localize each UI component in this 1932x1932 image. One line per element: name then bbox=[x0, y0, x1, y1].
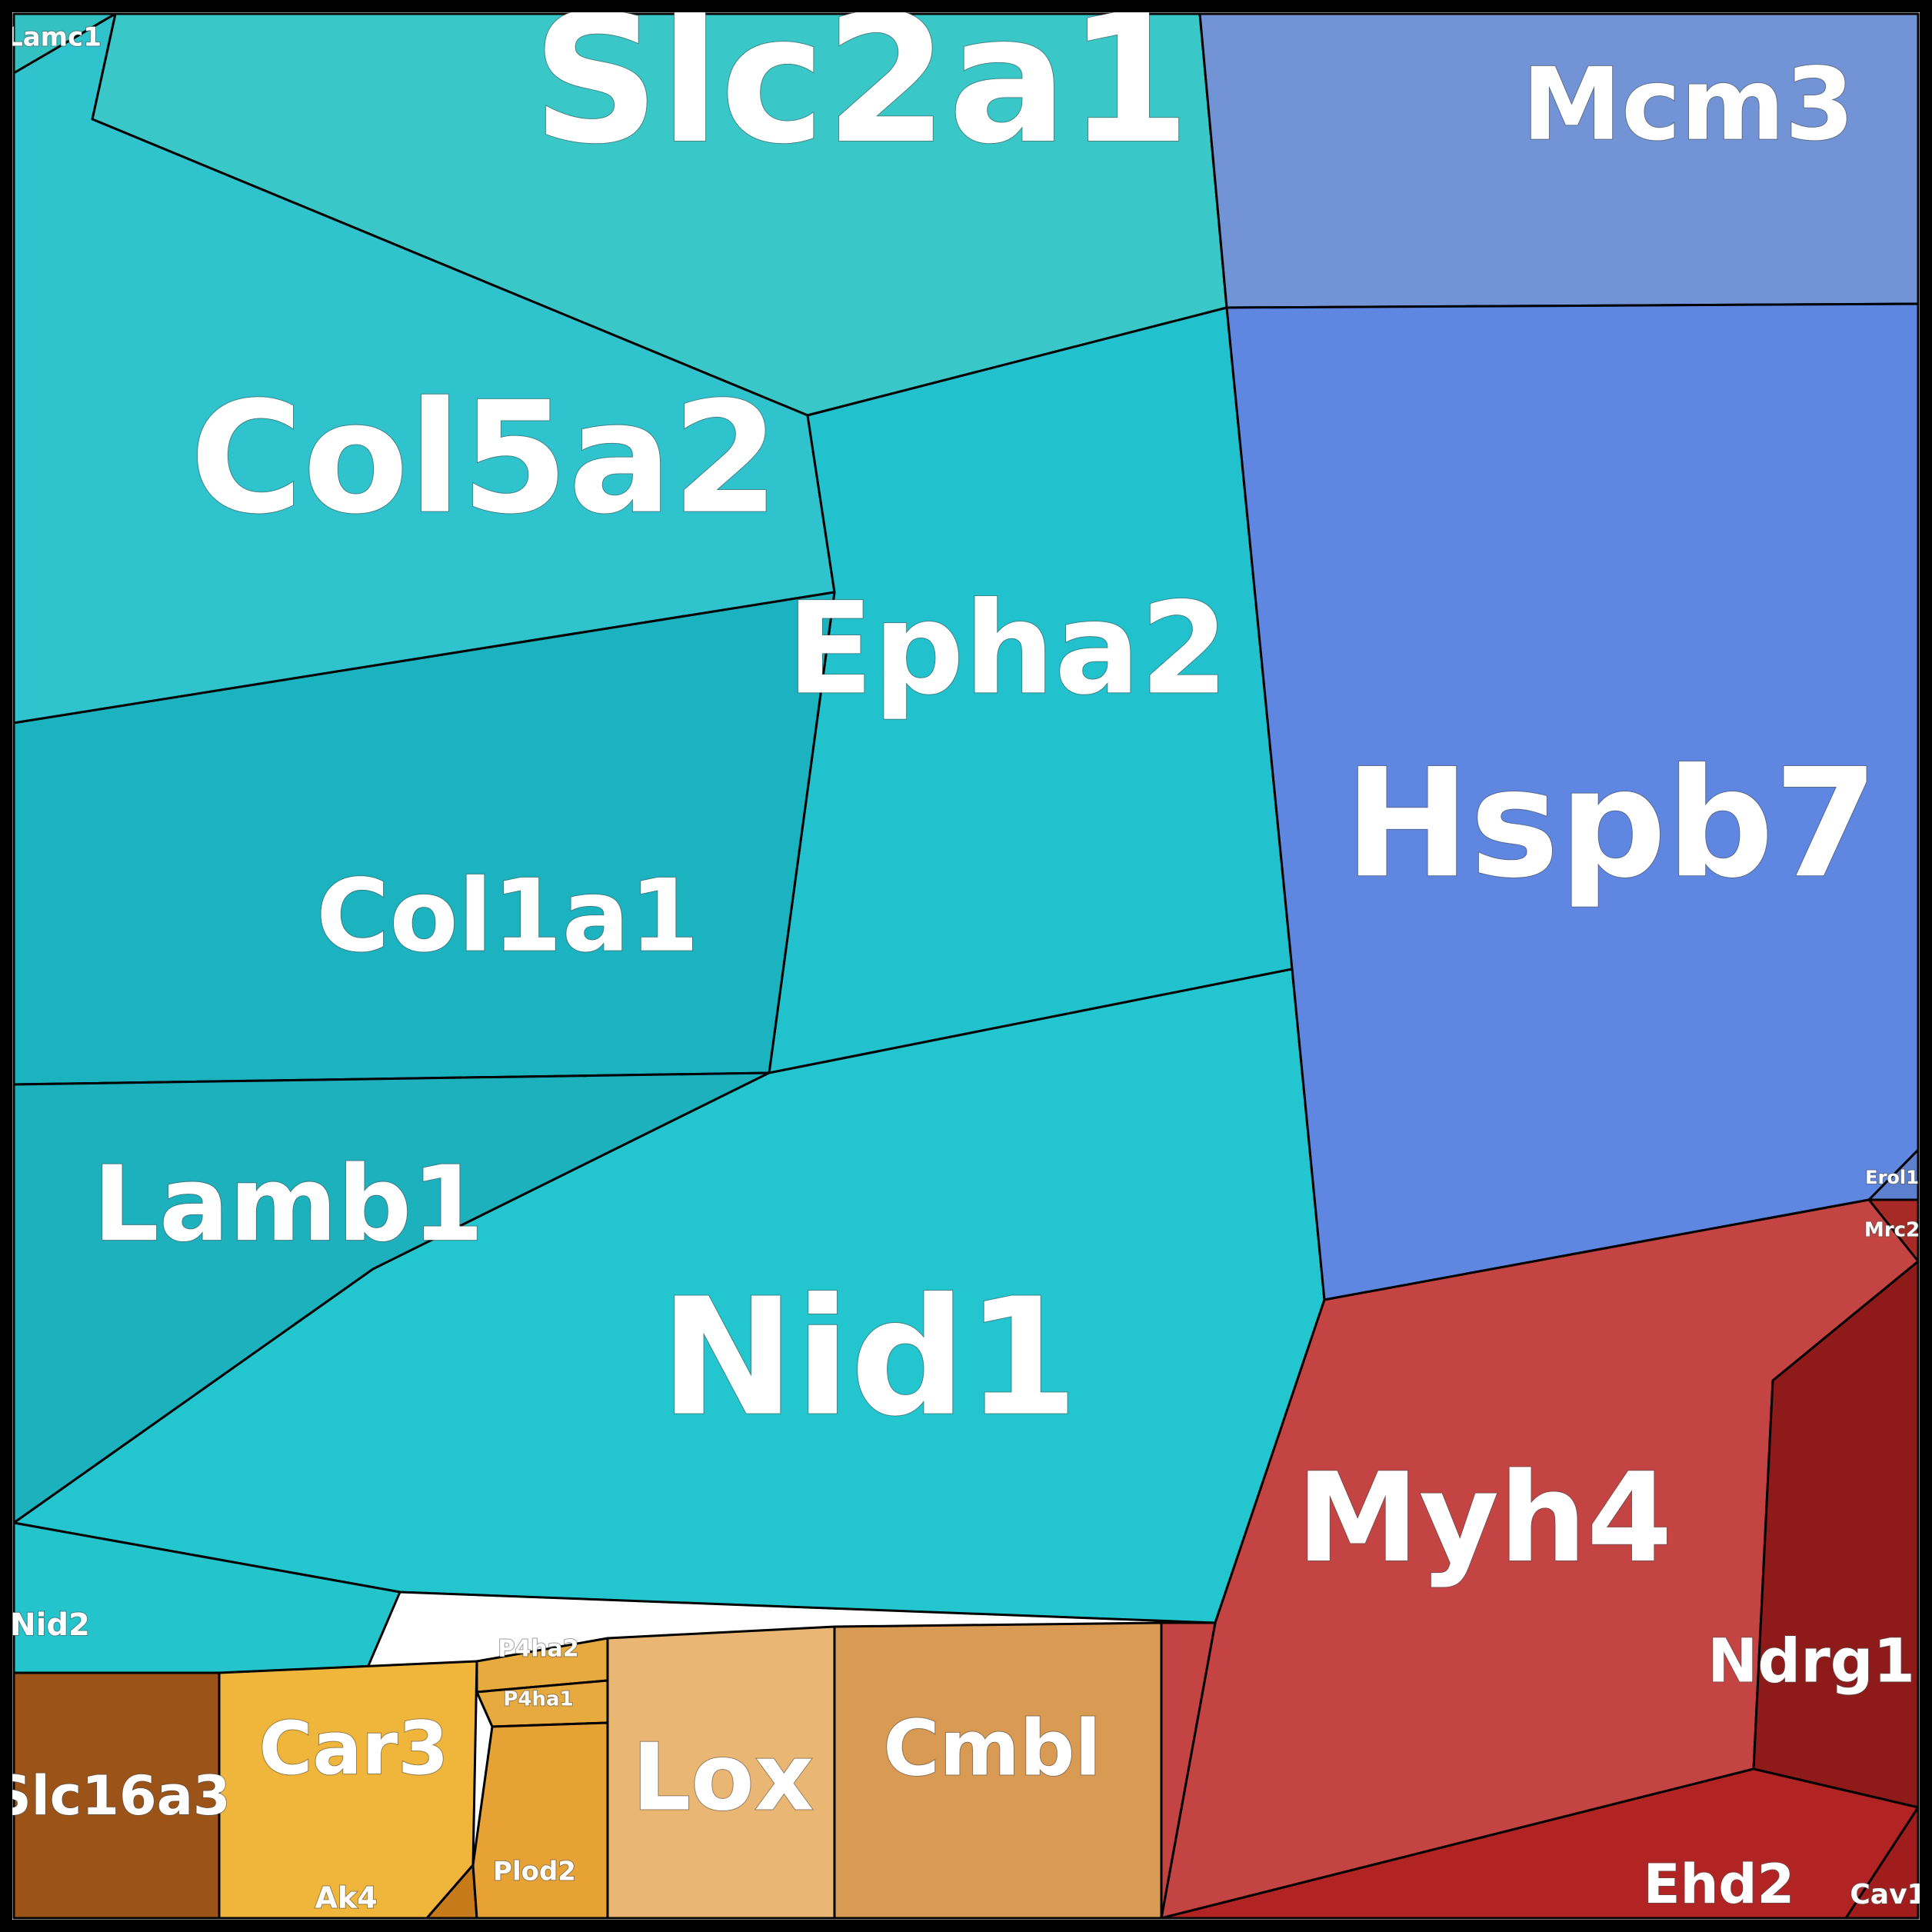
label-cmbl: Cmbl bbox=[883, 1703, 1101, 1793]
label-slc2a1: Slc2a1 bbox=[532, 0, 1191, 183]
label-nid1: Nid1 bbox=[660, 1264, 1078, 1452]
label-mcm3: Mcm3 bbox=[1522, 46, 1854, 163]
label-slc16a3: Slc16a3 bbox=[0, 1764, 231, 1827]
label-p4ha2: P4ha2 bbox=[498, 1636, 578, 1663]
label-mrc2: Mrc2 bbox=[1864, 1219, 1920, 1242]
label-lamb1: Lamb1 bbox=[93, 1144, 484, 1264]
label-cav1: Cav1 bbox=[1850, 1879, 1926, 1910]
label-epha2: Epha2 bbox=[787, 575, 1228, 722]
label-lox: Lox bbox=[632, 1725, 814, 1832]
voronoi-treemap: Lamc1 Slc2a1 Col5a2Epha2 Col1a1 Lamb1 Nid1 Nid… bbox=[0, 0, 1932, 1932]
cell-plod2 bbox=[473, 1723, 608, 1918]
label-ndrg1: Ndrg1 bbox=[1707, 1627, 1915, 1696]
label-lamc1: Lamc1 bbox=[6, 22, 102, 53]
label-hspb7: Hspb7 bbox=[1344, 736, 1878, 911]
label-nid2: Nid2 bbox=[10, 1607, 90, 1643]
label-ehd2: Ehd2 bbox=[1644, 1853, 1794, 1916]
label-p4ha1: P4ha1 bbox=[503, 1688, 573, 1711]
label-col1a1: Col1a1 bbox=[316, 858, 699, 974]
voronoi-svg: Lamc1 Slc2a1 Col5a2Epha2 Col1a1 Lamb1 Nid1 Nid… bbox=[0, 0, 1932, 1932]
label-myh4: Myh4 bbox=[1297, 1446, 1673, 1590]
label-ak4: Ak4 bbox=[315, 1881, 377, 1915]
label-col5a2: Col5a2 bbox=[190, 369, 779, 548]
label-plod2: Plod2 bbox=[493, 1857, 576, 1887]
label-car3: Car3 bbox=[259, 1707, 449, 1791]
label-erol1: Erol1 bbox=[1865, 1167, 1919, 1188]
